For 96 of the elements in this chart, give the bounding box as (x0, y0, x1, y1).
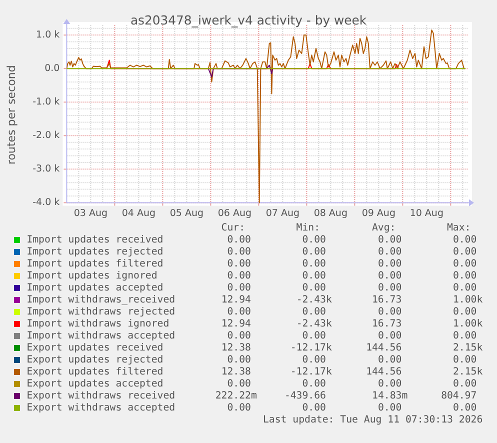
chart-title: as203478_iwerk_v4 activity - by week (130, 12, 368, 28)
x-tick-label: 09 Aug (362, 208, 396, 219)
legend-label: Export updates received (26, 342, 164, 354)
legend-label: Export updates rejected (26, 354, 164, 366)
legend-label: Import withdraws accepted (26, 330, 176, 342)
legend-label: Import withdraws_received (26, 294, 176, 306)
text: 0.00 (378, 246, 402, 258)
text: Max: (447, 222, 471, 234)
text: 0.00 (452, 258, 477, 270)
text: 144.56 (366, 342, 402, 354)
x-tick-label: 03 Aug (74, 208, 108, 219)
text: 12.94 (221, 294, 252, 306)
text: 0.00 (302, 306, 326, 318)
y-tick-label: -1.0 k (32, 96, 60, 108)
text: 0.00 (227, 378, 252, 390)
text: 0.00 (302, 330, 326, 342)
text: 0.00 (302, 354, 326, 366)
text: 804.97 (441, 390, 477, 402)
text: 0.00 (302, 378, 326, 390)
text: 0.00 (378, 402, 402, 414)
legend-label: Import withdraws ignored (26, 318, 170, 330)
x-tick-label: 08 Aug (314, 208, 348, 219)
text: 2.15k (452, 342, 483, 354)
x-tick-label: 10 Aug (410, 208, 444, 219)
text: 2.15k (452, 366, 483, 378)
legend-label: Export withdraws accepted (26, 402, 176, 414)
text: 0.00 (452, 234, 477, 246)
y-axis-title: routes per second (5, 65, 18, 164)
legend-label: Export updates accepted (26, 378, 164, 390)
legend-label: Import updates accepted (26, 282, 164, 294)
text: -2.43k (296, 294, 332, 306)
x-tick-label: 07 Aug (266, 208, 300, 219)
text: 0.00 (378, 282, 402, 294)
text: 0.00 (452, 246, 477, 258)
legend-label: Import updates ignored (26, 270, 158, 282)
text: Last update: Tue Aug 11 07:30:13 2026 (263, 414, 483, 426)
text: -12.17k (290, 342, 332, 354)
text: 0.00 (302, 270, 326, 282)
text: 12.38 (221, 342, 252, 354)
text: 0.00 (452, 282, 477, 294)
x-tick-label: 05 Aug (170, 208, 204, 219)
legend-label: Export withdraws received (26, 390, 176, 402)
text: Cur: (221, 222, 246, 234)
text: 0.00 (227, 234, 252, 246)
text: 0.00 (227, 282, 252, 294)
text: 0.00 (227, 270, 252, 282)
text: 1.00k (452, 294, 483, 306)
x-tick-label: 04 Aug (122, 208, 156, 219)
text: 0.00 (452, 306, 477, 318)
text: 0.00 (302, 234, 326, 246)
text: 0.00 (227, 354, 252, 366)
text: 0.00 (378, 378, 402, 390)
text: 0.00 (452, 402, 477, 414)
text: 0.00 (227, 402, 252, 414)
legend-label: Import updates received (26, 234, 164, 246)
text: 0.00 (378, 330, 402, 342)
text: 0.00 (227, 306, 252, 318)
text: 0.00 (452, 354, 477, 366)
text: 0.00 (378, 354, 402, 366)
text: -439.66 (284, 390, 326, 402)
text: 222.22m (215, 390, 257, 402)
y-tick-label: -2.0 k (32, 130, 60, 142)
text: 0.00 (227, 246, 252, 258)
text: 12.94 (221, 318, 252, 330)
legend-label: Import withdraws rejected (26, 306, 176, 318)
text: 14.83m (372, 390, 408, 402)
text: 0.00 (227, 330, 252, 342)
y-tick-label: 0.0 (44, 63, 60, 74)
text: 0.00 (227, 258, 252, 270)
text: 0.00 (302, 402, 326, 414)
text: 0.00 (378, 258, 402, 270)
text: Min: (296, 222, 320, 234)
text: 16.73 (372, 294, 402, 306)
y-tick-label: 1.0 k (36, 30, 60, 41)
y-tick-label: -4.0 k (32, 197, 60, 208)
text: -12.17k (290, 366, 332, 378)
text: 0.00 (378, 234, 402, 246)
legend-label: Export updates filtered (26, 366, 164, 378)
text: 0.00 (378, 306, 402, 318)
text: 0.00 (452, 330, 477, 342)
text: 144.56 (366, 366, 402, 378)
text: 0.00 (378, 270, 402, 282)
text: 0.00 (302, 282, 326, 294)
text: 0.00 (302, 258, 326, 270)
text: 1.00k (452, 318, 483, 330)
text: 16.73 (372, 318, 402, 330)
text: 0.00 (452, 378, 477, 390)
legend-label: Import updates rejected (26, 246, 164, 258)
text: 0.00 (452, 270, 477, 282)
text: Avg: (372, 222, 396, 234)
legend-label: Import updates filtered (26, 258, 164, 270)
y-tick-label: -3.0 k (32, 164, 60, 175)
text: -2.43k (296, 318, 332, 330)
text: 0.00 (302, 246, 326, 258)
x-tick-label: 06 Aug (218, 208, 252, 219)
text: 12.38 (221, 366, 252, 378)
